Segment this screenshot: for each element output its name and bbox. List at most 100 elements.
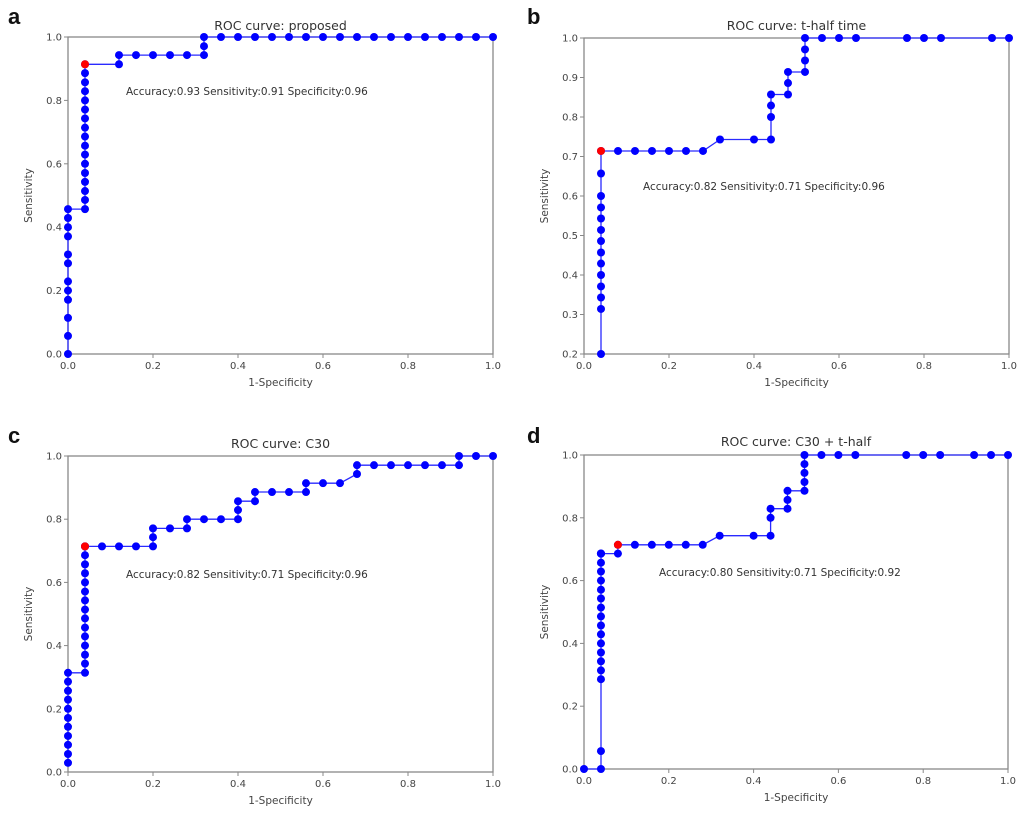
roc-curve-line [67, 36, 493, 354]
roc-data-point [597, 169, 605, 178]
x-tick-label: 0.6 [315, 361, 331, 372]
roc-data-point [115, 542, 123, 551]
x-tick-label: 0.8 [915, 776, 931, 787]
roc-data-point [851, 451, 860, 459]
roc-data-point [302, 479, 310, 488]
y-tick-label: 0.0 [562, 765, 578, 776]
roc-data-point [766, 513, 775, 522]
roc-data-point [149, 51, 157, 60]
metrics-annotation: Accuracy:0.82 Sensitivity:0.71 Specifici… [643, 181, 885, 193]
roc-data-point [596, 576, 605, 585]
roc-data-point [353, 461, 361, 470]
y-tick-label: 0.8 [46, 96, 62, 107]
roc-data-point [614, 146, 622, 155]
panel-label: d [527, 423, 540, 448]
roc-data-point [970, 451, 979, 459]
roc-data-point [767, 135, 775, 144]
x-tick-label: 0.8 [916, 361, 932, 372]
roc-data-point [597, 214, 605, 223]
roc-data-point [234, 506, 242, 515]
roc-data-point [234, 33, 242, 41]
roc-data-point [800, 460, 809, 469]
x-tick-label: 0.8 [400, 779, 416, 790]
y-tick-label: 1.0 [562, 34, 578, 45]
roc-data-point [698, 540, 707, 549]
roc-data-point [596, 639, 605, 648]
roc-data-point [801, 56, 809, 65]
roc-data-point [784, 67, 792, 76]
y-axis-label: Sensitivity [23, 587, 35, 642]
roc-data-point [665, 146, 673, 155]
roc-data-point [64, 668, 72, 677]
roc-data-point [285, 33, 293, 41]
roc-data-point [64, 749, 72, 758]
roc-data-point [115, 60, 123, 69]
roc-data-point [81, 605, 89, 614]
roc-curve-line [67, 455, 493, 763]
roc-data-point [920, 34, 928, 42]
roc-data-point [597, 225, 605, 234]
roc-data-point [596, 612, 605, 621]
roc-data-point [64, 214, 72, 223]
roc-data-point [81, 114, 89, 123]
roc-data-point [166, 51, 174, 60]
roc-data-point [234, 515, 242, 524]
roc-data-point [234, 497, 242, 506]
roc-data-point [183, 524, 191, 533]
roc-data-point [801, 45, 809, 54]
roc-data-point [81, 587, 89, 596]
roc-data-point [597, 304, 605, 313]
roc-data-point [596, 630, 605, 639]
roc-data-point [596, 549, 605, 558]
x-tick-label: 0.2 [661, 361, 677, 372]
roc-data-point [421, 461, 429, 470]
roc-data-point [336, 33, 344, 41]
x-tick-label: 0.6 [831, 361, 847, 372]
roc-data-point [81, 105, 89, 114]
roc-data-point [81, 159, 89, 168]
roc-data-point [767, 101, 775, 110]
roc-data-point [489, 33, 497, 41]
plot-frame [583, 37, 1010, 355]
roc-data-point [800, 451, 809, 459]
roc-data-point [767, 113, 775, 121]
x-tick-label: 1.0 [485, 779, 501, 790]
roc-data-point [183, 515, 191, 524]
roc-data-point [766, 504, 775, 513]
roc-data-point [715, 531, 724, 540]
roc-data-point [132, 51, 140, 60]
roc-data-point [81, 578, 89, 587]
y-tick-label: 0.4 [562, 639, 578, 650]
roc-data-point [596, 567, 605, 576]
plot-frame [67, 36, 494, 355]
roc-data-point [64, 350, 72, 358]
roc-data-point [64, 704, 72, 713]
roc-data-point [404, 461, 412, 470]
roc-data-point [596, 657, 605, 666]
roc-data-point [81, 123, 89, 132]
roc-data-point [81, 168, 89, 177]
roc-data-point [438, 33, 446, 41]
roc-data-point [1004, 451, 1012, 459]
roc-data-point [801, 34, 809, 42]
roc-data-point [597, 293, 605, 302]
roc-data-point [200, 42, 208, 51]
roc-data-point [64, 205, 72, 214]
roc-data-point [217, 515, 225, 524]
roc-data-point [81, 205, 89, 214]
roc-data-point [613, 549, 622, 558]
panel-d: d ROC curve: C30 + t-half 0.0 0.2 0.4 0.6 0.8 1… [527, 423, 1016, 804]
roc-data-point [81, 614, 89, 623]
roc-data-point [64, 686, 72, 695]
y-tick-label: 1.0 [562, 451, 578, 462]
roc-data-point [132, 542, 140, 551]
roc-curve-line [600, 37, 1009, 354]
roc-data-point [1005, 34, 1013, 42]
roc-data-point [455, 452, 463, 460]
y-tick-label: 0.6 [562, 576, 578, 587]
roc-data-point [597, 203, 605, 212]
roc-data-point [596, 558, 605, 567]
roc-data-point [664, 540, 673, 549]
y-tick-label: 0.0 [46, 350, 62, 361]
y-tick-label: 0.6 [46, 578, 62, 589]
